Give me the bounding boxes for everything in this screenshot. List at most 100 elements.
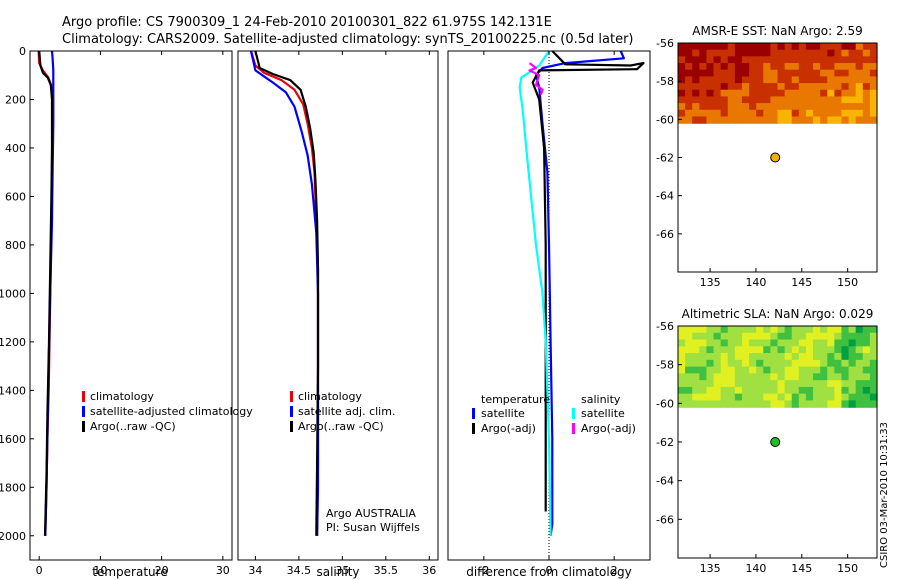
heatmap-cell	[749, 366, 757, 374]
heatmap-cell	[734, 49, 743, 57]
heatmap-cell	[770, 400, 779, 408]
heatmap-cell	[678, 400, 686, 408]
heatmap-cell	[784, 49, 793, 57]
heatmap-cell	[834, 109, 843, 118]
heatmap-cell	[869, 109, 878, 118]
heatmap-cell	[770, 76, 779, 84]
heatmap-cell	[841, 373, 850, 381]
heatmap-cell	[841, 353, 850, 361]
heatmap-cell	[855, 103, 864, 111]
heatmap-cell	[784, 366, 793, 374]
heatmap-cell	[834, 96, 843, 104]
heatmap-cell	[734, 69, 743, 77]
heatmap-cell	[713, 386, 722, 395]
heatmap-cell	[692, 109, 700, 118]
heatmap-cell	[678, 326, 686, 334]
heatmap-cell	[813, 103, 821, 111]
heatmap-cell	[756, 69, 764, 77]
heatmap-cell	[813, 353, 821, 361]
heatmap-cell	[805, 69, 814, 77]
heatmap-cell	[727, 332, 736, 341]
legend-label: satellite adj. clim.	[298, 405, 395, 418]
heatmap-cell	[720, 116, 729, 124]
heatmap-cell	[678, 353, 686, 361]
heatmap-cell	[834, 326, 843, 334]
heatmap-cell	[734, 386, 743, 395]
heatmap-cell	[841, 339, 850, 347]
heatmap-cell	[770, 43, 779, 51]
heatmap-cell	[706, 96, 715, 104]
heatmap-cell	[720, 400, 729, 408]
heatmap-cell	[727, 373, 736, 381]
heatmap-cell	[692, 69, 700, 77]
heatmap-cell	[699, 63, 708, 71]
heatmap-cell	[741, 359, 750, 368]
x-axis-label: temperature	[92, 565, 167, 579]
heatmap-cell	[869, 332, 878, 341]
heatmap-cell	[791, 386, 800, 395]
heatmap-cell	[763, 83, 771, 91]
heatmap-cell	[813, 393, 821, 402]
heatmap-cell	[805, 332, 814, 341]
heatmap-cell	[692, 373, 700, 381]
heatmap-cell	[749, 76, 757, 84]
heatmap-cell	[678, 373, 686, 381]
heatmap-cell	[862, 332, 871, 341]
heatmap-cell	[834, 386, 843, 395]
heatmap-cell	[699, 116, 708, 124]
heatmap-cell	[820, 346, 828, 354]
heatmap-cell	[727, 339, 736, 347]
heatmap-cell	[770, 109, 779, 118]
heatmap-cell	[834, 400, 843, 408]
heatmap-cell	[841, 326, 850, 334]
heatmap-cell	[869, 49, 878, 57]
y-tick-label: -62	[656, 436, 674, 449]
heatmap-cell	[784, 373, 793, 381]
heatmap-cell	[827, 76, 835, 84]
heatmap-cell	[805, 346, 814, 354]
heatmap-cell	[805, 63, 814, 71]
heatmap-cell	[699, 359, 708, 368]
heatmap-cell	[813, 326, 821, 334]
heatmap-cell	[841, 49, 850, 57]
heatmap-cell	[685, 346, 693, 354]
heatmap-cell	[706, 103, 715, 111]
heatmap-cell	[862, 43, 871, 51]
heatmap-cell	[777, 63, 786, 71]
heatmap-cell	[763, 89, 771, 98]
heatmap-cell	[827, 380, 835, 388]
argo-float-marker	[770, 152, 781, 163]
legend-label: satellite	[581, 407, 625, 420]
heatmap-cell	[855, 43, 864, 51]
heatmap-cell	[734, 373, 743, 381]
heatmap-cell	[820, 386, 828, 395]
heatmap-cell	[685, 366, 693, 374]
heatmap-cell	[855, 89, 864, 98]
heatmap-cell	[685, 332, 693, 341]
heatmap-cell	[841, 56, 850, 64]
heatmap-cell	[699, 326, 708, 334]
heatmap-cell	[798, 96, 807, 104]
heatmap-cell	[862, 366, 871, 374]
y-tick-label: -66	[656, 513, 674, 526]
heatmap-cell	[869, 366, 878, 374]
heatmap-cell	[855, 69, 864, 77]
heatmap-cell	[784, 386, 793, 395]
heatmap-cell	[749, 386, 757, 395]
heatmap-cell	[713, 393, 722, 402]
heatmap-cell	[777, 400, 786, 408]
heatmap-cell	[699, 380, 708, 388]
heatmap-cell	[834, 380, 843, 388]
map-title: AMSR-E SST: NaN Argo: 2.59	[692, 24, 862, 38]
timestamp-stamp: CSIRO 03-Mar-2010 10:31:33	[879, 422, 890, 568]
heatmap-cell	[855, 332, 864, 341]
heatmap-cell	[741, 109, 750, 118]
heatmap-cell	[756, 63, 764, 71]
heatmap-cell	[727, 109, 736, 118]
heatmap-cell	[813, 43, 821, 51]
heatmap-cell	[855, 373, 864, 381]
heatmap-cell	[685, 103, 693, 111]
heatmap-cell	[805, 43, 814, 51]
heatmap-cell	[813, 76, 821, 84]
heatmap-cell	[770, 359, 779, 368]
